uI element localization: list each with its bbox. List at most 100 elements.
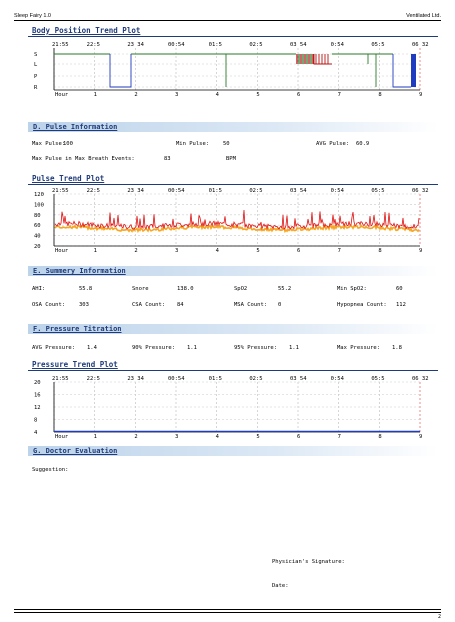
time-tick-label: 21:55 xyxy=(52,188,69,194)
hour-tick-label: 5 xyxy=(256,434,259,440)
header-rule xyxy=(14,20,441,21)
time-tick-label: 03 54 xyxy=(290,42,307,48)
time-tick-label: 03 54 xyxy=(290,188,307,194)
hypopnea-count-label: Hypopnea Count: xyxy=(337,302,387,308)
max-pressure-value: 1.8 xyxy=(392,345,402,351)
min-pulse-label: Min Pulse: xyxy=(176,141,210,147)
hour-tick-label: 3 xyxy=(175,434,178,440)
hour-tick-label: 8 xyxy=(378,248,381,254)
y-tick-label: 20 xyxy=(34,380,41,386)
position-trace xyxy=(313,54,332,65)
spo2-value: 55.2 xyxy=(278,286,292,292)
min-pulse-value: 50 xyxy=(223,141,230,147)
time-tick-label: 01:5 xyxy=(209,376,222,382)
hour-tick-label: 5 xyxy=(256,248,259,254)
csa-count-label: CSA Count: xyxy=(132,302,166,308)
min-spo2-label: Min SpO2: xyxy=(337,286,367,292)
hour-tick-label: 7 xyxy=(338,92,341,98)
time-tick-label: 22:5 xyxy=(87,188,100,194)
time-tick-label: 06 32 xyxy=(412,42,429,48)
p90-pressure-label: 90% Pressure: xyxy=(132,345,176,351)
p95-pressure-label: 95% Pressure: xyxy=(234,345,278,351)
y-tick-label: 120 xyxy=(34,192,44,198)
ahi-label: AHI: xyxy=(32,286,46,292)
time-tick-label: 02:5 xyxy=(249,376,262,382)
time-tick-label: 00:54 xyxy=(168,376,185,382)
time-tick-label: 05:5 xyxy=(371,376,384,382)
time-tick-label: 05:5 xyxy=(371,42,384,48)
hour-tick-label: 6 xyxy=(297,92,300,98)
pulse-info-title: D. Pulse Information xyxy=(33,123,118,131)
hour-tick-label: 9 xyxy=(419,248,422,254)
y-tick-label: 16 xyxy=(34,393,41,399)
max-pulse-label: Max Pulse: xyxy=(32,141,66,147)
pulse-plot-title: Pulse Trend Plot xyxy=(32,174,105,183)
min-spo2-value: 60 xyxy=(396,286,403,292)
pulse-info-section: D. Pulse Information xyxy=(28,122,438,132)
time-tick-label: 22:5 xyxy=(87,42,100,48)
max-pressure-label: Max Pressure: xyxy=(337,345,381,351)
time-tick-label: 22:5 xyxy=(87,376,100,382)
position-block xyxy=(411,54,416,87)
hour-tick-label: 2 xyxy=(134,248,137,254)
y-tick-label: 100 xyxy=(34,202,44,208)
hour-tick-label: 8 xyxy=(378,92,381,98)
hour-tick-label: 4 xyxy=(216,92,220,98)
hour-tick-label: 1 xyxy=(94,434,97,440)
page-number: 2 xyxy=(437,614,441,620)
hour-tick-label: Hour xyxy=(55,92,69,98)
time-tick-label: 01:5 xyxy=(209,42,222,48)
y-tick-label: 8 xyxy=(34,418,37,424)
osa-count-label: OSA Count: xyxy=(32,302,66,308)
ahi-value: 55.8 xyxy=(79,286,93,292)
pulse-trend-chart: 21:55 22:5 23 34 00:54 01:5 02:5 03 54 0:54 05:5… xyxy=(34,188,429,254)
snore-label: Snore xyxy=(132,286,149,292)
time-tick-label: 00:54 xyxy=(168,188,185,194)
hypopnea-count-value: 112 xyxy=(396,302,406,308)
summary-section: E. Summery Information xyxy=(28,266,438,276)
hour-tick-label: 1 xyxy=(94,92,97,98)
company-name: Ventilated Ltd. xyxy=(406,13,441,19)
hour-tick-label: 4 xyxy=(216,434,220,440)
time-tick-label: 23 34 xyxy=(127,42,144,48)
p90-pressure-value: 1.1 xyxy=(187,345,197,351)
hour-tick-label: Hour xyxy=(55,248,69,254)
max-pulse-value: 100 xyxy=(63,141,73,147)
hour-tick-label: 7 xyxy=(338,248,341,254)
footer-rule-2 xyxy=(14,612,441,613)
time-tick-label: 21:55 xyxy=(52,376,69,382)
hour-tick-label: 9 xyxy=(419,434,422,440)
avg-pulse-label: AVG Pulse: xyxy=(316,141,350,147)
y-tick-label: 80 xyxy=(34,213,41,219)
hour-tick-label: 6 xyxy=(297,434,300,440)
time-tick-label: 00:54 xyxy=(168,42,185,48)
doctor-section: G. Doctor Evaluation xyxy=(28,446,438,456)
time-tick-label: 02:5 xyxy=(249,42,262,48)
time-tick-label: 0:54 xyxy=(331,188,345,194)
hour-tick-label: 2 xyxy=(134,92,137,98)
avg-pressure-value: 1.4 xyxy=(87,345,97,351)
pulse-plot-rule xyxy=(28,184,438,185)
time-tick-label: 05:5 xyxy=(371,188,384,194)
y-tick-label: L xyxy=(34,62,38,68)
y-tick-label: 20 xyxy=(34,244,41,250)
body-plot-rule xyxy=(28,36,438,37)
avg-pressure-label: AVG Pressure: xyxy=(32,345,76,351)
date-label: Date: xyxy=(272,583,289,589)
hour-tick-label: 3 xyxy=(175,248,178,254)
csa-count-value: 84 xyxy=(177,302,184,308)
doctor-title: G. Doctor Evaluation xyxy=(33,447,118,455)
body-position-chart: 21:55 22:5 23 34 00:54 01:5 02:5 03 54 0:54 05:5… xyxy=(34,42,429,98)
time-tick-label: 0:54 xyxy=(331,376,345,382)
body-plot-title: Body Position Trend Plot xyxy=(32,26,141,35)
msa-count-value: 0 xyxy=(278,302,282,308)
app-name: Sleep Fairy 1.0 xyxy=(14,13,51,19)
pressure-title: F. Pressure Titration xyxy=(33,325,122,333)
osa-count-value: 303 xyxy=(79,302,89,308)
footer-rule xyxy=(14,609,441,610)
suggestion-label: Suggestion: xyxy=(32,467,69,473)
time-tick-label: 23 34 xyxy=(127,376,144,382)
signature-label: Physician's Signature: xyxy=(272,559,345,565)
hour-tick-label: 1 xyxy=(94,248,97,254)
hour-tick-label: 2 xyxy=(134,434,137,440)
